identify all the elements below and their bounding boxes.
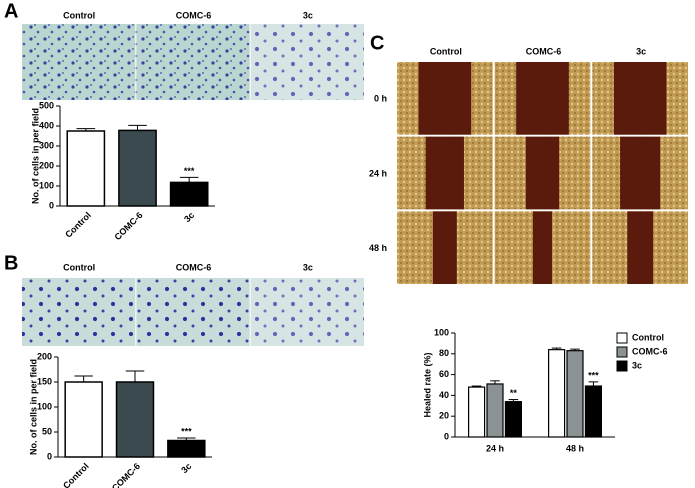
- bar: [66, 130, 106, 207]
- y-tick-label: 300: [39, 140, 54, 150]
- bar: [169, 181, 209, 207]
- significance: **: [510, 388, 518, 398]
- image-label: Control: [63, 10, 95, 20]
- y-tick-label: 100: [39, 180, 54, 190]
- panel-label: A: [4, 0, 18, 22]
- wound-gap: [418, 62, 472, 135]
- image-label: 3c: [636, 46, 646, 56]
- image-row-label: 24 h: [369, 168, 387, 178]
- micrograph: [22, 24, 136, 100]
- y-axis-label: No. of cells in per field: [30, 108, 40, 204]
- y-tick-label: 200: [37, 351, 52, 361]
- legend-swatch: [616, 332, 628, 344]
- image-label: COMC-6: [526, 46, 562, 56]
- image-label: 3c: [303, 10, 313, 20]
- wound-gap: [627, 211, 654, 284]
- y-tick-label: 0: [444, 431, 449, 441]
- wound-gap: [532, 211, 553, 284]
- y-tick-label: 100: [434, 327, 449, 337]
- significance: ***: [588, 370, 599, 380]
- image-label: Control: [63, 262, 95, 272]
- image-label: COMC-6: [176, 262, 212, 272]
- bar: [547, 349, 566, 438]
- micrograph: [22, 278, 136, 346]
- bar: [64, 381, 103, 458]
- x-tick-label: 3c: [179, 461, 193, 475]
- y-tick-label: 200: [39, 160, 54, 170]
- wound-gap: [516, 62, 569, 135]
- x-tick-label: Control: [63, 210, 93, 240]
- micrograph: [250, 278, 364, 346]
- image-label: COMC-6: [176, 10, 212, 20]
- x-tick-label: COMC-6: [110, 461, 142, 488]
- y-axis-label: No. of cells in per field: [28, 359, 38, 455]
- y-tick-label: 20: [439, 411, 449, 421]
- image-label: Control: [430, 46, 462, 56]
- wound-gap: [613, 62, 667, 135]
- wound-gap: [525, 136, 560, 210]
- x-tick-label: 24 h: [486, 443, 504, 453]
- panel-label: C: [370, 32, 384, 54]
- bar: [115, 381, 155, 458]
- y-tick-label: 500: [39, 100, 54, 110]
- y-tick-label: 50: [42, 426, 52, 436]
- y-tick-label: 80: [439, 348, 449, 358]
- micrograph: [250, 24, 364, 100]
- y-tick-label: 0: [49, 200, 54, 210]
- wound-gap: [425, 136, 464, 210]
- bar: [584, 385, 603, 438]
- legend-label: Control: [632, 332, 664, 342]
- legend-label: 3c: [632, 360, 642, 370]
- significance: ***: [181, 426, 192, 436]
- bar: [468, 386, 486, 438]
- bar: [504, 401, 522, 438]
- bar: [486, 383, 504, 438]
- legend-swatch: [616, 360, 628, 372]
- wound-gap: [432, 211, 457, 284]
- image-label: 3c: [303, 262, 313, 272]
- significance: ***: [184, 166, 195, 176]
- x-tick-label: 48 h: [566, 443, 584, 453]
- panel-label: B: [4, 252, 18, 274]
- y-tick-label: 60: [439, 369, 449, 379]
- x-tick-label: COMC-6: [112, 210, 144, 242]
- y-tick-label: 40: [439, 390, 449, 400]
- legend-label: COMC-6: [632, 346, 668, 356]
- legend-swatch: [616, 346, 628, 358]
- x-tick-label: Control: [61, 461, 91, 488]
- y-tick-label: 400: [39, 120, 54, 130]
- y-tick-label: 0: [47, 451, 52, 461]
- y-tick-label: 100: [37, 401, 52, 411]
- micrograph: [136, 24, 250, 100]
- image-row-label: 48 h: [369, 243, 387, 253]
- y-axis-label: Healed rate (%): [422, 352, 432, 417]
- y-tick-label: 150: [37, 376, 52, 386]
- bar: [566, 350, 584, 438]
- x-tick-label: 3c: [182, 210, 196, 224]
- bar: [167, 439, 206, 458]
- image-row-label: 0 h: [374, 94, 387, 104]
- micrograph: [136, 278, 250, 346]
- bar: [118, 129, 157, 207]
- wound-gap: [620, 136, 661, 210]
